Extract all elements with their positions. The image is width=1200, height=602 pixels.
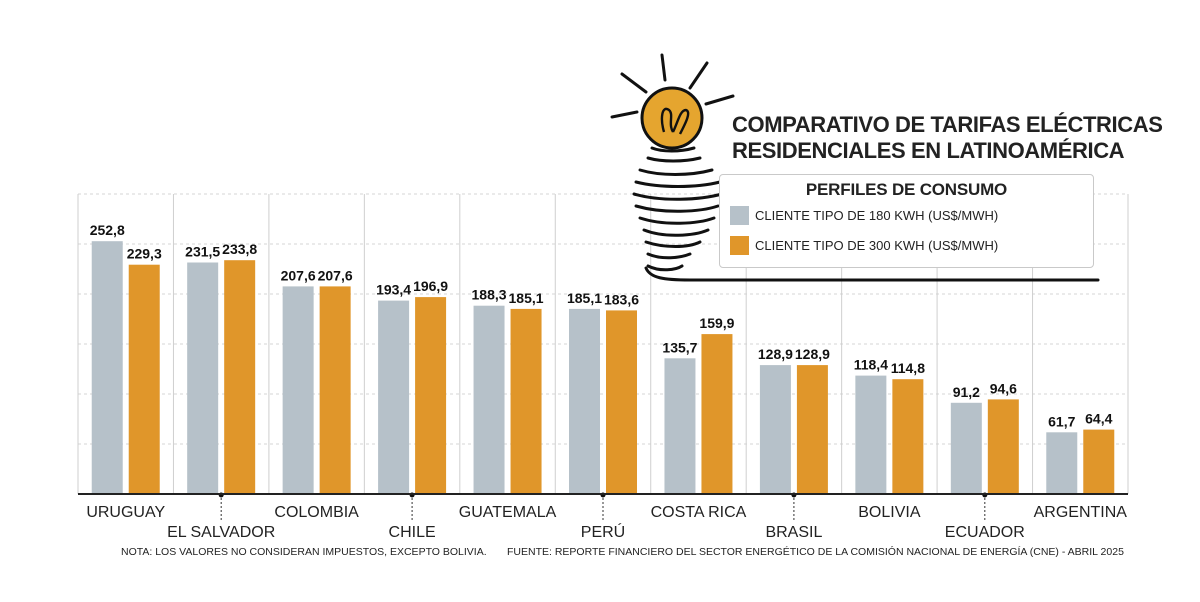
value-label-180kwh-4: 188,3 <box>472 287 507 303</box>
category-label-10: ARGENTINA <box>1034 504 1128 521</box>
light-bulb-icon <box>610 53 1100 282</box>
bar-180kwh-10 <box>1046 432 1078 494</box>
legend: PERFILES DE CONSUMO CLIENTE TIPO DE 180 … <box>719 174 1094 268</box>
category-label-2: COLOMBIA <box>274 504 359 521</box>
value-label-300kwh-5: 183,6 <box>604 291 639 307</box>
bar-300kwh-4 <box>510 308 542 494</box>
category-label-6: COSTA RICA <box>651 504 747 521</box>
category-label-7: BRASIL <box>765 524 822 541</box>
bar-300kwh-9 <box>987 399 1019 494</box>
chart-title: COMPARATIVO DE TARIFAS ELÉCTRICAS RESIDE… <box>732 112 1163 164</box>
value-label-180kwh-7: 128,9 <box>758 346 793 362</box>
category-label-1: EL SALVADOR <box>167 524 275 541</box>
value-label-300kwh-1: 233,8 <box>222 241 257 257</box>
bar-300kwh-0 <box>128 264 160 494</box>
bar-300kwh-2 <box>319 286 351 494</box>
legend-swatch-180kwh <box>730 206 749 225</box>
source-note: FUENTE: REPORTE FINANCIERO DEL SECTOR EN… <box>507 546 1124 558</box>
category-label-5: PERÚ <box>581 522 625 541</box>
bar-180kwh-0 <box>91 241 123 494</box>
legend-item-300kwh: CLIENTE TIPO DE 300 KWH (US$/MWH) <box>730 236 998 255</box>
value-label-180kwh-5: 185,1 <box>567 290 602 306</box>
legend-title: PERFILES DE CONSUMO <box>805 180 1008 199</box>
chart-title-line-1: COMPARATIVO DE TARIFAS ELÉCTRICAS <box>732 112 1163 137</box>
value-label-180kwh-6: 135,7 <box>662 339 697 355</box>
category-label-4: GUATEMALA <box>459 504 557 521</box>
legend-swatch-300kwh <box>730 236 749 255</box>
legend-label-300kwh: CLIENTE TIPO DE 300 KWH (US$/MWH) <box>755 238 999 253</box>
bar-180kwh-1 <box>187 262 219 494</box>
value-label-300kwh-6: 159,9 <box>699 315 734 331</box>
value-label-180kwh-8: 118,4 <box>854 357 888 373</box>
value-label-300kwh-10: 64,4 <box>1085 411 1112 427</box>
bar-180kwh-3 <box>378 300 410 494</box>
value-label-300kwh-8: 114,8 <box>891 360 925 376</box>
value-label-300kwh-4: 185,1 <box>509 290 544 306</box>
bar-180kwh-7 <box>759 365 791 494</box>
value-label-180kwh-2: 207,6 <box>281 267 316 283</box>
bar-180kwh-6 <box>664 358 696 494</box>
bar-300kwh-6 <box>701 334 733 494</box>
bar-300kwh-3 <box>415 297 447 494</box>
category-label-8: BOLIVIA <box>858 504 921 521</box>
value-label-300kwh-3: 196,9 <box>413 278 448 294</box>
footnote: NOTA: LOS VALORES NO CONSIDERAN IMPUESTO… <box>121 546 487 558</box>
bar-180kwh-5 <box>569 308 600 494</box>
chart-title-line-2: RESIDENCIALES EN LATINOAMÉRICA <box>732 138 1125 163</box>
category-label-3: CHILE <box>389 524 436 541</box>
value-label-180kwh-9: 91,2 <box>953 384 980 400</box>
bar-180kwh-2 <box>282 286 314 494</box>
value-label-300kwh-7: 128,9 <box>795 346 830 362</box>
bar-300kwh-7 <box>796 365 828 494</box>
bars <box>91 241 1115 494</box>
category-label-0: URUGUAY <box>86 504 165 521</box>
bar-180kwh-8 <box>855 375 887 494</box>
value-label-180kwh-1: 231,5 <box>185 244 220 260</box>
legend-label-180kwh: CLIENTE TIPO DE 180 KWH (US$/MWH) <box>755 208 999 223</box>
bar-300kwh-10 <box>1083 429 1115 494</box>
value-label-300kwh-2: 207,6 <box>318 267 353 283</box>
value-label-300kwh-0: 229,3 <box>127 246 162 262</box>
bar-300kwh-1 <box>224 260 256 494</box>
value-label-180kwh-3: 193,4 <box>376 282 411 298</box>
legend-item-180kwh: CLIENTE TIPO DE 180 KWH (US$/MWH) <box>730 206 998 225</box>
category-label-9: ECUADOR <box>945 524 1025 541</box>
bar-300kwh-5 <box>606 310 637 494</box>
bar-180kwh-9 <box>950 402 982 494</box>
value-label-180kwh-10: 61,7 <box>1048 413 1075 429</box>
bar-180kwh-4 <box>473 305 505 494</box>
value-label-180kwh-0: 252,8 <box>90 222 125 238</box>
value-label-300kwh-9: 94,6 <box>990 380 1017 396</box>
bar-300kwh-8 <box>892 379 924 494</box>
